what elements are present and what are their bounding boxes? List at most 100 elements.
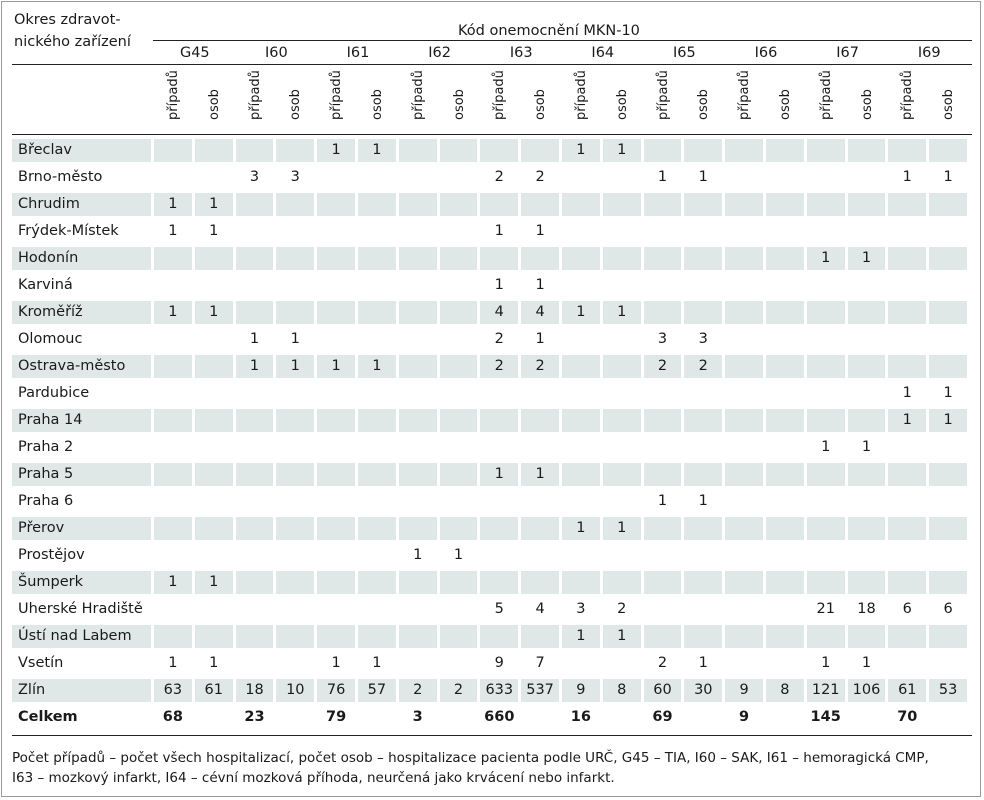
cell-band [766,247,804,270]
table-cell [807,461,845,488]
cell-band [235,139,274,162]
table-cell: 6 [902,601,912,617]
table-cell [480,434,518,461]
code-header-i69: I69 [917,45,941,61]
cell-band [684,571,723,594]
cell-band [194,463,233,486]
table-cell [317,596,355,623]
table-cell [358,569,396,596]
table-cell [317,326,355,353]
table-cell: 60 [653,682,672,698]
table-cell: 1 [372,142,382,158]
table-cell [440,245,478,272]
table-cell [195,434,233,461]
cell-band [888,679,927,702]
table-cell [358,326,396,353]
cell-band [562,625,600,648]
table-cell [888,218,926,245]
table-cell [440,272,478,299]
cell-band [398,409,437,432]
cell-band [276,571,315,594]
table-cell [276,272,314,299]
table-cell [440,515,478,542]
cell-band [521,517,559,540]
cell-band [235,463,274,486]
subheader-cases: případů [410,70,426,120]
table-cell: 1 [576,142,586,158]
table-cell [562,380,600,407]
cell-band [480,463,519,486]
table-cell [888,245,926,272]
table-cell [562,326,600,353]
table-cell [644,299,682,326]
table-row: Brno-město 3 3 2 2 1 1 1 1 [12,164,972,191]
cell-band [480,625,519,648]
cell-band [684,517,723,540]
table-cell [684,596,722,623]
table-cell: 2 [657,655,668,671]
row-name: Přerov [18,520,65,536]
table-cell [888,461,926,488]
table-cell [725,596,763,623]
table-cell [236,569,274,596]
table-cell [644,569,682,596]
cell-band [154,301,192,324]
table-cell [888,299,926,326]
cell-band [154,679,192,702]
table-cell [684,569,722,596]
cell-band [725,139,763,162]
table-cell [276,407,314,434]
table-cell: 1 [535,331,545,347]
group-title: Kód onemocnění MKN-10 [458,23,640,39]
cell-band [602,679,641,702]
cell-band [725,625,763,648]
cell-band [684,301,723,324]
table-cell [521,623,559,650]
cell-band [602,625,641,648]
table-row: Pardubice 1 1 [12,380,972,407]
cell-band [154,247,192,270]
cell-band [766,571,804,594]
row-name: Karviná [18,277,73,293]
cell-band [358,625,396,648]
row-band [12,571,151,594]
table-cell: 1 [535,466,545,482]
table-cell [929,353,967,380]
table-cell [929,461,967,488]
table-cell: 3 [576,601,586,617]
cell-band [480,571,519,594]
table-cell: 2 [535,358,545,374]
cell-band [725,571,763,594]
code-header-i61: I61 [346,45,370,61]
table-cell [603,245,641,272]
cell-band [194,301,233,324]
table-cell: 1 [331,358,341,374]
code-header-i62: I62 [428,45,451,61]
total-cell: 145 [810,709,841,725]
table-cell: 2 [453,682,464,698]
cell-band [684,193,723,216]
cell-band [562,247,600,270]
table-cell [807,272,845,299]
cell-band [929,355,967,378]
table-row: Břeclav 1 1 1 1 [12,137,972,164]
table-cell: 1 [209,574,219,590]
table-cell [317,434,355,461]
table-cell [236,245,274,272]
cell-band [725,247,763,270]
table-cell [725,245,763,272]
cell-band [317,679,355,702]
cell-band [439,517,478,540]
table-cell [440,596,478,623]
cell-band [562,571,600,594]
table-cell: 1 [290,358,300,374]
table-cell [807,218,845,245]
table-cell [358,299,396,326]
table-cell [317,299,355,326]
table-cell: 2 [535,169,545,185]
table-cell [766,488,804,515]
table-cell [480,191,518,218]
cell-band [643,679,682,702]
cell-band [562,679,600,702]
